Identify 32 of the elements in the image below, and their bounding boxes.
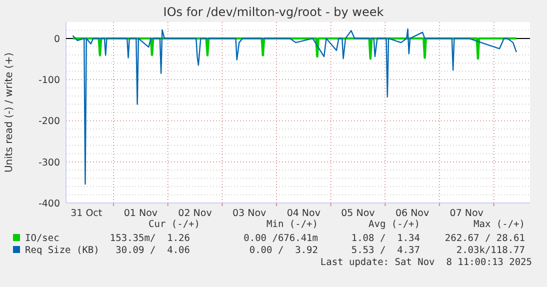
y-tick-label: -100 (38, 75, 60, 86)
text: 5.53 / 4.37 (351, 245, 420, 256)
text: 2.03k/118.77 (456, 245, 525, 256)
text: 262.67 / 28.61 (444, 233, 526, 244)
text: Max (-/+) (474, 219, 525, 230)
x-tick-label: 31 Oct (70, 208, 102, 219)
text: 153.35m/ 1.26 (110, 233, 190, 244)
x-tick-label: 01 Nov (124, 208, 158, 219)
text: Avg (-/+) (368, 219, 420, 230)
text: 1.08 / 1.34 (351, 233, 420, 244)
x-tick-label: 02 Nov (178, 208, 212, 219)
text: 0.00 / 3.92 (249, 245, 318, 256)
text: Cur (-/+) (148, 219, 200, 230)
chart-title: IOs for /dev/milton-vg/root - by week (163, 5, 384, 19)
y-tick-label: -200 (38, 116, 60, 128)
y-axis-title: Units read (-) / write (+) (4, 52, 15, 173)
line-series (72, 28, 518, 185)
line-series (72, 37, 518, 60)
y-tick-label: -300 (38, 157, 60, 168)
x-tick-label: 06 Nov (395, 208, 430, 219)
x-tick-label: 03 Nov (232, 208, 267, 219)
x-tick-label: 05 Nov (341, 208, 376, 219)
text: 30.09 / 4.06 (116, 245, 190, 256)
legend-label: IO/sec (25, 233, 60, 244)
x-tick-label: 07 Nov (450, 208, 484, 219)
x-tick-label: 04 Nov (286, 208, 321, 219)
text: 0.00 /676.41m (244, 233, 318, 244)
text: Min (-/+) (266, 219, 318, 230)
text: Last update: Sat Nov 8 11:00:13 2025 (320, 257, 532, 268)
legend-label: Req Size (KB) (25, 245, 100, 256)
y-tick-label: -400 (38, 198, 60, 210)
y-tick-label: 0 (54, 34, 60, 45)
